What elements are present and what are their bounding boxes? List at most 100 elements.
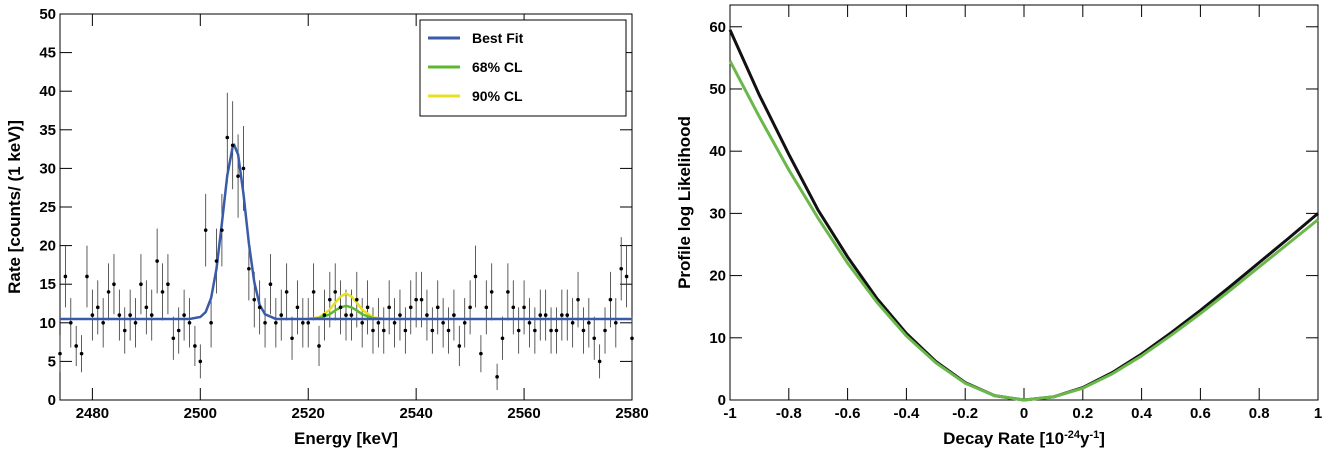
x-tick-label: 0: [1020, 405, 1028, 422]
data-point: [614, 321, 618, 325]
data-point: [371, 328, 375, 333]
y-tick-label: 25: [39, 199, 56, 216]
data-point: [392, 321, 397, 325]
data-point: [344, 313, 348, 317]
data-point: [446, 328, 451, 333]
data-point: [247, 266, 251, 271]
y-axis-title: Rate [counts/ (1 keV)]: [5, 120, 24, 294]
x-tick-label: -0.2: [952, 405, 978, 422]
x-tick-label: 2520: [292, 405, 325, 422]
x-axis-title-part: ]: [1099, 429, 1105, 448]
data-point: [516, 328, 521, 333]
data-point: [398, 313, 402, 317]
data-point: [106, 290, 111, 294]
data-point: [619, 266, 624, 271]
data-point: [225, 135, 230, 140]
data-point: [236, 174, 240, 178]
x-axis-title-part: -1: [1089, 429, 1099, 441]
y-axis-title: Profile log Likelihood: [675, 116, 694, 289]
x-axis-title: Energy [keV]: [294, 429, 398, 448]
data-point: [301, 321, 305, 325]
data-point: [419, 297, 424, 302]
x-tick-label: -0.8: [776, 405, 802, 422]
x-tick-label: -0.6: [835, 405, 861, 422]
y-tick-label: 5: [48, 353, 56, 370]
data-point: [209, 321, 213, 325]
data-point: [565, 313, 570, 317]
data-point: [592, 336, 597, 341]
data-point: [549, 328, 553, 333]
data-point: [462, 321, 467, 325]
data-point: [387, 305, 391, 310]
data-point: [252, 297, 257, 302]
y-tick-label: 50: [709, 81, 726, 98]
data-point: [495, 375, 499, 379]
data-point: [149, 313, 154, 317]
data-point: [263, 321, 267, 325]
data-point: [630, 336, 634, 341]
y-tick-label: 40: [39, 83, 56, 100]
data-point: [543, 313, 548, 317]
plot-frame: [729, 4, 1319, 401]
data-point: [500, 336, 505, 341]
fit-curve: [308, 304, 384, 321]
likelihood-curve: [728, 60, 1319, 402]
x-tick-label: -1: [723, 405, 736, 422]
data-point: [274, 321, 278, 325]
data-point: [95, 305, 100, 310]
data-point: [468, 305, 472, 310]
data-point: [608, 297, 613, 302]
y-tick-label: 40: [709, 143, 726, 160]
legend-label: Best Fit: [472, 30, 524, 46]
data-point: [349, 313, 354, 317]
x-tick-label: 2500: [184, 405, 217, 422]
data-point: [133, 321, 138, 325]
data-point: [430, 328, 435, 333]
data-point: [284, 290, 289, 294]
data-point: [533, 328, 537, 333]
data-point: [90, 313, 95, 317]
data-point: [117, 313, 122, 317]
y-tick-label: 45: [39, 45, 56, 62]
data-point: [160, 290, 165, 294]
data-point: [230, 143, 235, 148]
data-point: [381, 328, 386, 333]
x-axis-title-part: Decay Rate [10: [943, 429, 1064, 448]
x-tick-label: 1: [1314, 405, 1322, 422]
data-point: [360, 321, 364, 325]
data-point: [597, 359, 602, 364]
data-point: [58, 351, 62, 356]
data-point: [403, 328, 408, 333]
data-point: [338, 305, 343, 310]
data-point: [166, 282, 170, 287]
x-tick-label: 2560: [507, 405, 540, 422]
data-point: [203, 228, 208, 232]
data-point: [79, 351, 84, 356]
data-point: [452, 313, 456, 317]
data-point: [489, 290, 494, 294]
data-point: [128, 313, 132, 317]
x-tick-label: 2580: [615, 405, 648, 422]
data-point: [268, 282, 273, 287]
data-point: [527, 321, 532, 325]
x-axis-title-part: -24: [1064, 429, 1081, 441]
data-point: [68, 321, 73, 325]
data-point: [576, 297, 580, 302]
data-point: [101, 321, 105, 325]
x-tick-label: 2540: [399, 405, 432, 422]
data-point: [220, 228, 224, 232]
likelihood-curve: [728, 29, 1319, 402]
data-point: [176, 328, 181, 333]
data-point: [506, 290, 510, 294]
y-tick-label: 20: [39, 238, 56, 255]
x-tick-label: 2480: [76, 405, 109, 422]
data-point: [290, 336, 294, 341]
legend-label: 90% CL: [472, 88, 523, 104]
data-point: [624, 274, 629, 279]
data-point: [171, 336, 176, 341]
data-point: [511, 305, 516, 310]
data-point: [187, 321, 192, 325]
y-tick-label: 50: [39, 6, 56, 23]
x-axis-title: Decay Rate [10-24y-1]: [943, 429, 1105, 448]
